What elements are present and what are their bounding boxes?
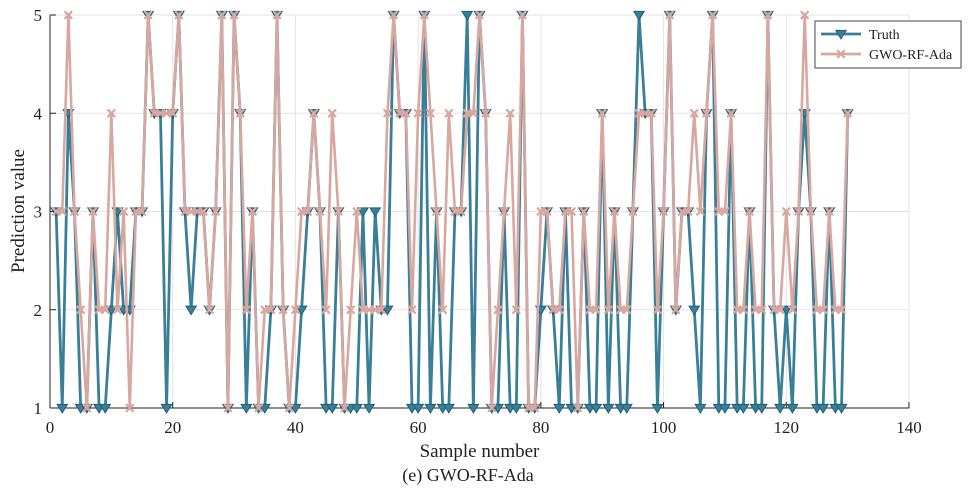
legend-label: Truth <box>869 28 900 43</box>
y-tick-label: 4 <box>34 104 43 123</box>
data-point <box>364 404 374 413</box>
data-point <box>554 404 564 413</box>
legend: Truth GWO-RF-Ada <box>815 21 961 68</box>
data-point <box>57 404 67 413</box>
figure-caption: (e) GWO-RF-Ada <box>402 465 533 486</box>
data-point <box>695 404 705 413</box>
x-tick-label: 20 <box>164 418 181 437</box>
x-tick-label: 100 <box>651 418 677 437</box>
data-point <box>468 404 478 413</box>
y-tick-label: 3 <box>34 203 43 222</box>
data-point <box>603 404 613 413</box>
data-point <box>775 404 785 413</box>
y-tick-label: 2 <box>34 301 43 320</box>
data-point <box>425 404 435 413</box>
data-point <box>787 404 797 413</box>
data-point <box>241 404 251 413</box>
x-tick-label: 60 <box>410 418 427 437</box>
x-tick-label: 140 <box>896 418 922 437</box>
data-point <box>161 404 171 413</box>
y-tick-label: 5 <box>34 6 43 25</box>
x-axis-title: Sample number <box>420 441 540 462</box>
x-tick-label: 120 <box>774 418 800 437</box>
y-axis-title: Prediction value <box>8 149 29 273</box>
y-tick-label: 1 <box>34 399 43 418</box>
x-tick-label: 80 <box>532 418 549 437</box>
x-tick-label: 0 <box>46 418 55 437</box>
legend-label: GWO-RF-Ada <box>869 48 953 63</box>
data-point <box>652 404 662 413</box>
x-tick-label: 40 <box>287 418 304 437</box>
